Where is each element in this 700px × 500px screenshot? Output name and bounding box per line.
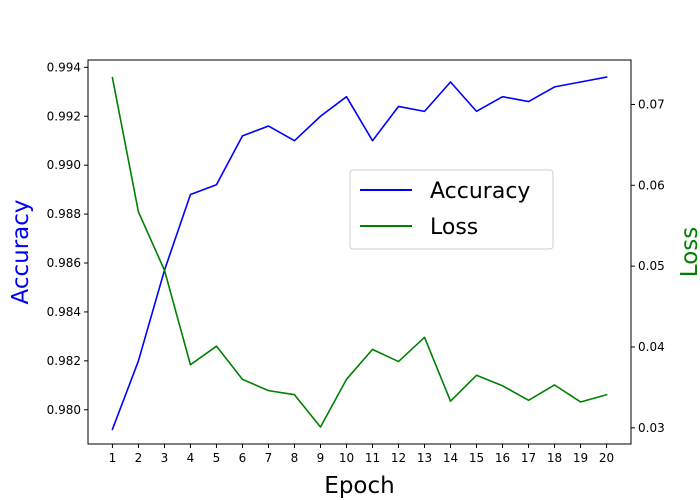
data-point-loss bbox=[111, 76, 115, 80]
left-y-tick-label: 0.994 bbox=[47, 60, 81, 74]
x-tick-label: 12 bbox=[391, 451, 406, 465]
data-point-accuracy bbox=[527, 100, 531, 104]
data-point-loss bbox=[553, 383, 557, 387]
x-tick-label: 2 bbox=[135, 451, 143, 465]
x-tick-label: 16 bbox=[495, 451, 510, 465]
right-y-tick-label: 0.03 bbox=[638, 421, 665, 435]
legend-label-accuracy: Accuracy bbox=[430, 179, 530, 204]
data-point-accuracy bbox=[501, 95, 505, 99]
x-tick-label: 3 bbox=[161, 451, 169, 465]
x-axis-ticks: 1 2 3 4 5 6 7 8 9 10 11 12 13 14 15 16 17 18 19 20 bbox=[109, 444, 614, 465]
data-point-accuracy bbox=[215, 183, 219, 187]
data-point-loss bbox=[449, 399, 453, 403]
data-point-loss bbox=[215, 344, 219, 348]
data-point-accuracy bbox=[371, 139, 375, 143]
left-y-tick-label: 0.992 bbox=[47, 109, 81, 123]
data-point-loss bbox=[163, 268, 167, 272]
data-point-loss bbox=[371, 348, 375, 352]
data-point-accuracy bbox=[397, 105, 401, 109]
x-tick-label: 5 bbox=[213, 451, 221, 465]
series-line-loss bbox=[111, 76, 608, 428]
data-point-accuracy bbox=[189, 193, 193, 197]
data-point-loss bbox=[189, 363, 193, 367]
x-tick-label: 14 bbox=[443, 451, 458, 465]
x-tick-label: 9 bbox=[317, 451, 325, 465]
left-y-tick-label: 0.988 bbox=[47, 207, 81, 221]
data-point-loss bbox=[605, 393, 609, 397]
left-y-tick-label: 0.984 bbox=[47, 305, 81, 319]
data-point-accuracy bbox=[111, 428, 115, 432]
x-tick-label: 10 bbox=[339, 451, 354, 465]
x-axis-title: Epoch bbox=[324, 473, 394, 499]
data-point-accuracy bbox=[605, 75, 609, 79]
x-tick-label: 8 bbox=[291, 451, 299, 465]
x-tick-label: 11 bbox=[365, 451, 380, 465]
data-point-loss bbox=[137, 210, 141, 214]
data-point-loss bbox=[241, 378, 245, 382]
data-point-loss bbox=[267, 389, 271, 393]
series-line-accuracy bbox=[111, 76, 608, 431]
right-y-axis-title: Loss bbox=[677, 227, 700, 277]
left-y-tick-label: 0.982 bbox=[47, 354, 81, 368]
data-point-loss bbox=[579, 400, 583, 404]
series-layer bbox=[111, 75, 609, 432]
left-y-tick-label: 0.986 bbox=[47, 256, 81, 270]
data-point-accuracy bbox=[579, 80, 583, 84]
data-point-loss bbox=[527, 399, 531, 403]
data-point-loss bbox=[319, 425, 323, 429]
data-point-accuracy bbox=[137, 359, 141, 363]
right-y-tick-label: 0.07 bbox=[638, 97, 665, 111]
x-tick-label: 7 bbox=[265, 451, 273, 465]
left-y-tick-label: 0.980 bbox=[47, 403, 81, 417]
right-y-axis-ticks: 0.03 0.04 0.05 0.06 0.07 bbox=[631, 97, 665, 435]
data-point-accuracy bbox=[241, 134, 245, 138]
data-point-loss bbox=[397, 360, 401, 364]
right-y-tick-label: 0.06 bbox=[638, 178, 665, 192]
left-y-tick-label: 0.990 bbox=[47, 158, 81, 172]
x-tick-label: 1 bbox=[109, 451, 117, 465]
x-tick-label: 19 bbox=[573, 451, 588, 465]
data-point-loss bbox=[501, 384, 505, 388]
data-point-accuracy bbox=[449, 80, 453, 84]
data-point-accuracy bbox=[475, 110, 479, 114]
x-tick-label: 4 bbox=[187, 451, 195, 465]
x-tick-label: 13 bbox=[417, 451, 432, 465]
right-y-tick-label: 0.05 bbox=[638, 259, 665, 273]
data-point-accuracy bbox=[423, 110, 427, 114]
x-tick-label: 18 bbox=[547, 451, 562, 465]
x-tick-label: 20 bbox=[599, 451, 614, 465]
data-point-accuracy bbox=[345, 95, 349, 99]
left-y-axis-ticks: 0.980 0.982 0.984 0.986 0.988 0.990 0.992 0.994 bbox=[47, 60, 88, 417]
legend: Accuracy Loss bbox=[349, 169, 554, 250]
right-y-tick-label: 0.04 bbox=[638, 340, 665, 354]
x-tick-label: 15 bbox=[469, 451, 484, 465]
data-point-accuracy bbox=[319, 114, 323, 118]
data-point-accuracy bbox=[267, 124, 271, 128]
data-point-accuracy bbox=[553, 85, 557, 89]
x-tick-label: 17 bbox=[521, 451, 536, 465]
data-point-loss bbox=[475, 373, 479, 377]
plot-area bbox=[87, 59, 632, 445]
data-point-loss bbox=[345, 378, 349, 382]
x-tick-label: 6 bbox=[239, 451, 247, 465]
legend-label-loss: Loss bbox=[430, 215, 478, 240]
left-y-axis-title: Accuracy bbox=[8, 199, 34, 304]
data-point-loss bbox=[293, 393, 297, 397]
data-point-accuracy bbox=[293, 139, 297, 143]
data-point-loss bbox=[423, 335, 427, 339]
